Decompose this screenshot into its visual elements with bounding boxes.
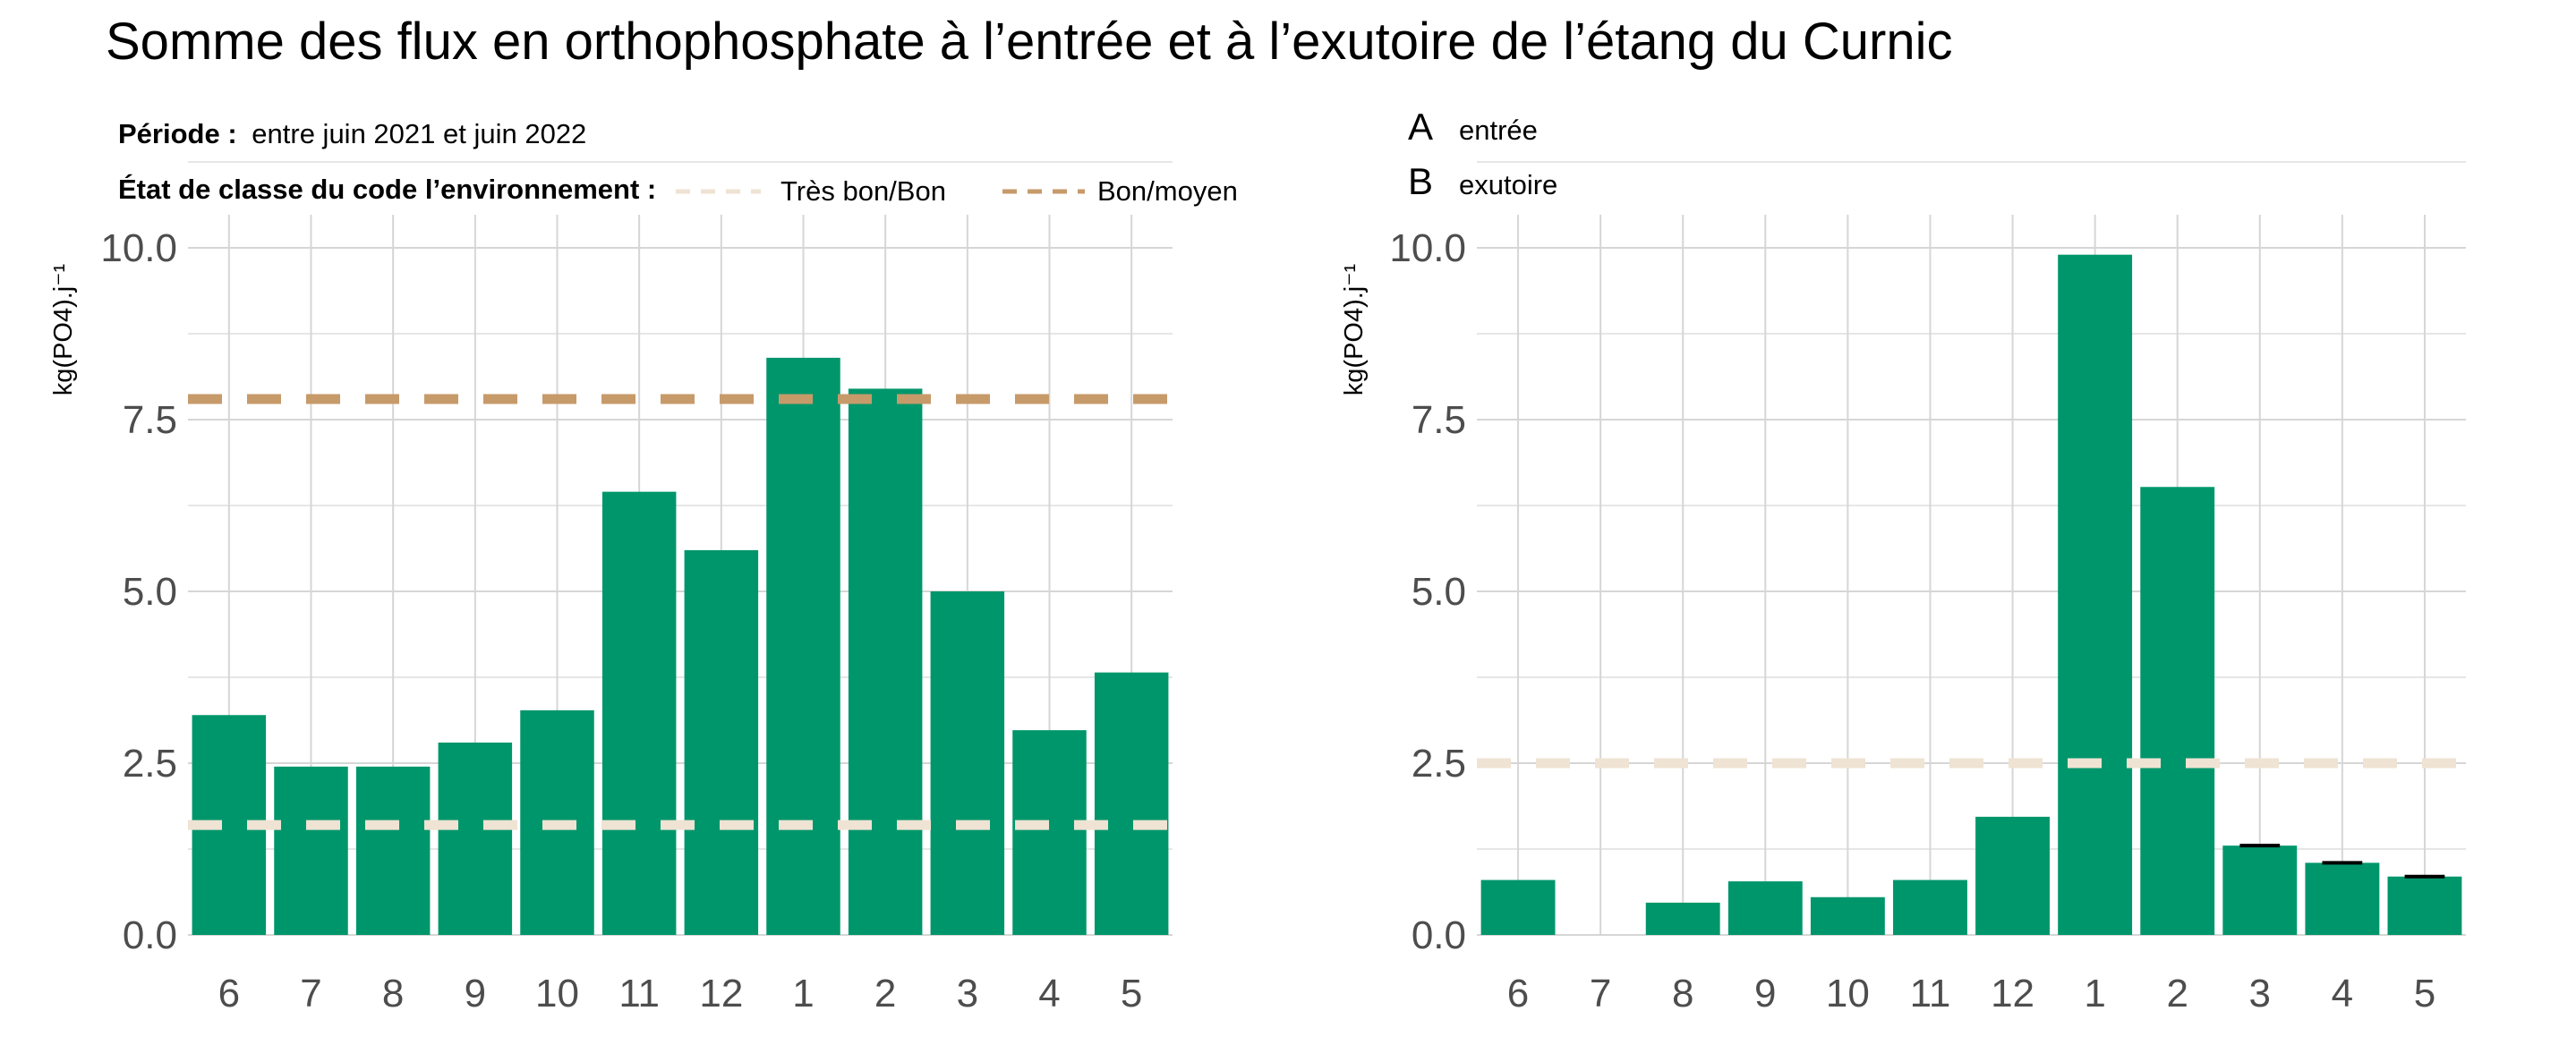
legend-bon-moyen-label: Bon/moyen: [1097, 175, 1238, 207]
panel-legend-key-a: A: [1408, 106, 1433, 148]
bar: [1645, 902, 1720, 935]
panel-b: 0.02.55.07.510.06 7 8 9 10 11 12 1 2 3 4 5kg(PO4).j…: [1340, 161, 2466, 1015]
bar: [1012, 730, 1087, 935]
bar: [274, 766, 348, 935]
bar: [1893, 879, 1967, 935]
etat-label: État de classe du code l’environnement :: [118, 174, 656, 205]
x-tick-label: 9: [1754, 972, 1776, 1015]
y-tick-label: 5.0: [123, 570, 177, 614]
x-tick-label: 4: [2332, 972, 2353, 1015]
x-tick-label: 8: [382, 972, 404, 1015]
x-tick-label: 2: [2166, 972, 2188, 1015]
x-tick-label: 3: [2249, 972, 2271, 1015]
x-tick-label: 12: [1991, 972, 2034, 1015]
x-tick-label: 7: [1590, 972, 1611, 1015]
periode-value: entre juin 2021 et juin 2022: [252, 118, 586, 149]
bar: [1094, 672, 1169, 935]
bar: [355, 766, 431, 935]
x-tick-label: 1: [2084, 972, 2105, 1015]
x-tick-label: 3: [957, 972, 978, 1015]
x-tick-label: 8: [1672, 972, 1693, 1015]
bar: [438, 742, 513, 935]
y-axis-title: kg(PO4).j⁻¹: [1340, 263, 1369, 395]
chart-title: Somme des flux en orthophosphate à l’ent…: [106, 13, 1952, 71]
bar: [684, 549, 759, 935]
x-tick-label: 10: [1826, 972, 1870, 1015]
bar: [848, 388, 923, 935]
x-tick-label: 4: [1038, 972, 1060, 1015]
panel-legend: A entrée B exutoire: [1408, 106, 1557, 202]
x-tick-label: 1: [792, 972, 814, 1015]
panel-a: 0.02.55.07.510.06 7 8 9 10 11 12 1 2 3 4 5kg(PO4).j…: [49, 161, 1173, 1015]
bar: [601, 491, 677, 935]
threshold-legend: Très bon/Bon Bon/moyen: [676, 175, 1238, 207]
x-tick-label: 12: [699, 972, 743, 1015]
bar: [1810, 896, 1885, 935]
y-tick-label: 2.5: [1412, 742, 1466, 786]
x-tick-label: 5: [1121, 972, 1142, 1015]
x-tick-label: 7: [300, 972, 321, 1015]
panel-legend-key-b: B: [1408, 160, 1433, 202]
legend-tres-bon-bon-label: Très bon/Bon: [780, 175, 946, 207]
bar: [2058, 254, 2133, 935]
bar: [2387, 876, 2462, 935]
panel-legend-label-a: entrée: [1459, 115, 1538, 146]
y-tick-label: 7.5: [123, 398, 177, 442]
x-tick-label: 11: [1910, 972, 1951, 1015]
bar: [930, 591, 1005, 935]
y-tick-label: 10.0: [100, 226, 177, 270]
x-tick-label: 6: [218, 972, 240, 1015]
y-tick-label: 0.0: [1412, 913, 1466, 957]
panel-legend-label-b: exutoire: [1459, 169, 1557, 200]
bar: [1480, 879, 1556, 935]
y-tick-label: 5.0: [1412, 570, 1466, 614]
x-tick-label: 2: [874, 972, 896, 1015]
x-tick-label: 11: [618, 972, 660, 1015]
bar: [766, 357, 840, 935]
x-tick-label: 10: [535, 972, 579, 1015]
y-tick-label: 2.5: [123, 742, 177, 786]
x-tick-label: 5: [2414, 972, 2435, 1015]
y-tick-label: 0.0: [123, 913, 177, 957]
x-tick-label: 9: [465, 972, 486, 1015]
bar: [2305, 862, 2380, 935]
bar: [1727, 881, 1803, 935]
periode-line: Période : entre juin 2021 et juin 2022: [118, 118, 586, 149]
bar: [1975, 816, 2050, 935]
x-tick-label: 6: [1507, 972, 1529, 1015]
periode-label: Période :: [118, 118, 237, 149]
y-tick-label: 10.0: [1389, 226, 1466, 270]
bar: [2140, 487, 2215, 935]
bar: [2222, 845, 2298, 935]
y-tick-label: 7.5: [1412, 398, 1466, 442]
y-axis-title: kg(PO4).j⁻¹: [49, 263, 78, 395]
